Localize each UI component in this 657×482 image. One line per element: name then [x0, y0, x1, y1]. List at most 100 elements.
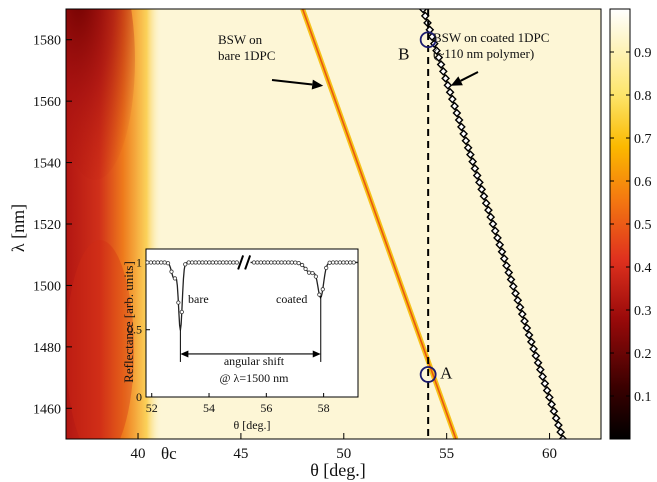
inset-curve-marker	[155, 260, 160, 265]
bsw-coated-marker	[535, 365, 545, 375]
bsw-coated-marker	[542, 386, 552, 395]
annotation-bare-line-2: bare 1DPC	[218, 48, 275, 63]
bsw-coated-marker	[497, 247, 507, 257]
colorbar-tick-label: 0.5	[634, 218, 652, 233]
inset-chart: 52 54 56 58 0 0.5 1 Reflectance [arb. units] θ…	[121, 248, 359, 432]
colorbar-tick-label: 0.7	[634, 132, 652, 147]
bsw-coated-marker	[441, 73, 450, 83]
y-tick-label: 1500	[33, 279, 61, 294]
inset-shift-label-2: @ λ=1500 nm	[220, 371, 290, 385]
inset-curve-marker	[351, 260, 356, 265]
inset-curve-marker	[282, 260, 288, 265]
inset-shift-arrowhead-left	[180, 350, 189, 358]
bsw-coated-marker	[547, 399, 557, 409]
bsw-coated-marker	[513, 295, 523, 305]
bsw-coated-marker	[445, 87, 455, 97]
x-tick-label: 50	[336, 446, 351, 462]
bsw-coated-marker	[468, 157, 478, 166]
inset-curve-marker	[193, 260, 198, 265]
colorbar-tick-label: 0.6	[634, 175, 652, 190]
bsw-coated-marker	[461, 136, 471, 146]
inset-y-tick-label: 0	[136, 390, 142, 404]
x-axis-label: θ [deg.]	[310, 460, 366, 480]
inset-y-tick-label: 0.5	[127, 323, 142, 337]
inset-curve-marker	[337, 260, 343, 265]
inset-curve-marker	[224, 260, 229, 265]
inset-curve-marker	[327, 260, 332, 265]
inset-curve-marker	[300, 262, 305, 268]
inset-curve-marker	[293, 260, 298, 265]
inset-curve-marker	[286, 260, 291, 265]
markers: AB	[398, 31, 453, 383]
x-tick-label: 55	[439, 446, 454, 462]
colorbar-tick-label: 0.2	[634, 347, 652, 362]
bsw-coated-marker	[479, 191, 489, 201]
bsw-coated-marker	[418, 9, 428, 14]
inset-curve-marker	[251, 260, 257, 265]
bsw-coated-marker	[432, 46, 441, 56]
bsw-coated-marker	[549, 406, 559, 416]
bsw-coated-marker	[508, 282, 518, 291]
bsw-coated-marker	[515, 302, 525, 312]
inset-break-mark	[237, 255, 245, 270]
inset-curve-marker	[203, 260, 208, 265]
inset-curve-marker	[265, 260, 270, 265]
bsw-coated-marker	[475, 177, 484, 187]
inset-curve-marker	[330, 260, 336, 265]
inset-curve-marker	[179, 309, 184, 315]
bsw-coated-marker	[486, 212, 496, 222]
inset-curve-marker	[190, 260, 195, 265]
inset-curve-marker	[262, 260, 267, 265]
bsw-coated-marker	[477, 184, 487, 194]
inset-break-mark	[244, 255, 252, 270]
annotation-coated-arrowhead	[450, 76, 463, 86]
bsw-coated-marker	[545, 392, 554, 402]
inset-x-tick-label: 56	[260, 401, 272, 415]
inset-content: 52 54 56 58 0 0.5 1	[127, 255, 358, 415]
x-tick-label: 60	[542, 446, 557, 462]
bsw-coated-marker	[493, 233, 502, 243]
inset-dip-label-bare: bare	[188, 292, 209, 306]
inset-curve-marker	[165, 261, 171, 266]
bsw-coated-marker	[526, 337, 536, 347]
annotation-coated-arrow	[460, 71, 479, 82]
inset-curve-marker	[269, 260, 274, 265]
annotation-coated-line-1: BSW on coated 1DPC	[433, 30, 549, 45]
annotation-bare-arrow	[271, 79, 313, 86]
inset-x-tick-label: 52	[146, 401, 158, 415]
y-tick-label: 1560	[33, 95, 61, 110]
inset-curve-marker	[296, 260, 301, 266]
bsw-coated-marker	[504, 268, 514, 277]
bsw-coated-marker	[558, 434, 568, 439]
marker-label-a: A	[440, 364, 453, 383]
inset-curve-marker	[172, 276, 178, 281]
inset-curve-marker	[186, 260, 191, 265]
inset-curve-marker	[313, 274, 318, 279]
inset-y-axis-label: Reflectance [arb. units]	[121, 261, 136, 383]
inset-shift-arrowhead-right	[312, 350, 321, 358]
bsw-coated-marker	[466, 150, 475, 160]
colorbar-tick-label: 0.3	[634, 304, 652, 319]
bsw-coated-marker	[533, 358, 543, 368]
bsw-coated-marker	[522, 323, 532, 333]
bsw-coated-marker	[436, 60, 446, 69]
inset-curve-marker	[145, 260, 150, 265]
colorbar: 0.1 0.2 0.3 0.4 0.5 0.6 0.7 0.8 0.9	[609, 8, 652, 440]
y-tick-label: 1460	[33, 402, 61, 417]
bsw-coated-marker	[438, 67, 448, 76]
bsw-coated-marker	[502, 261, 511, 271]
bsw-coated-marker	[554, 420, 563, 430]
annotation-coated-line-2: (~110 nm polymer)	[433, 46, 534, 61]
inset-curve-marker	[310, 270, 315, 276]
colorbar-ticks: 0.1 0.2 0.3 0.4 0.5 0.6 0.7 0.8 0.9	[610, 46, 652, 405]
y-axis-label: λ [nm]	[8, 204, 28, 252]
theta-c-tick-label: θc	[161, 444, 177, 463]
inset-x-axis-label: θ [deg.]	[233, 418, 270, 432]
bsw-coated-marker	[499, 254, 509, 264]
bsw-coated-marker	[443, 80, 453, 90]
bsw-coated-marker	[538, 372, 548, 381]
colorbar-tick-label: 0.9	[634, 46, 652, 61]
bsw-coated-marker	[540, 379, 550, 388]
